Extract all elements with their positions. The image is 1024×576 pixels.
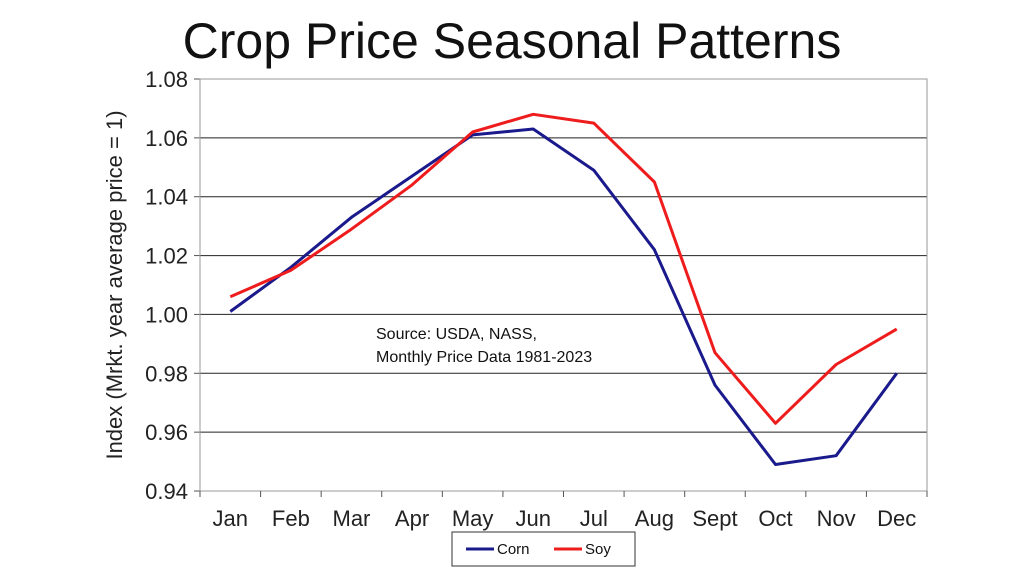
x-tick-label-dec: Dec <box>877 506 916 531</box>
gridlines <box>194 78 927 492</box>
y-tick-label: 0.98 <box>145 361 188 386</box>
x-tick-label-apr: Apr <box>395 506 429 531</box>
series-line-soy <box>229 112 898 425</box>
y-tick-label: 0.94 <box>145 479 188 504</box>
x-tick-label-jul: Jul <box>580 506 608 531</box>
x-tick-label-jun: Jun <box>515 506 550 531</box>
x-tick-labels: Jan Feb Mar Apr May Jun Jul Aug Sept Oct Nov Dec <box>213 506 917 531</box>
x-tick-marks <box>199 491 928 497</box>
y-tick-labels: 0.94 0.96 0.98 1.00 1.02 1.04 1.06 1.08 <box>145 67 188 504</box>
y-tick-label: 1.04 <box>145 185 188 210</box>
x-tick-label-may: May <box>452 506 494 531</box>
y-tick-label: 1.00 <box>145 302 188 327</box>
plot-frame <box>199 78 928 492</box>
y-tick-label: 1.02 <box>145 244 188 269</box>
series-lines <box>229 112 898 466</box>
x-tick-label-nov: Nov <box>817 506 856 531</box>
series-line-corn <box>229 127 898 466</box>
x-tick-label-oct: Oct <box>758 506 792 531</box>
y-tick-label: 1.08 <box>145 67 188 92</box>
source-annotation-line-1: Source: USDA, NASS, <box>376 326 537 343</box>
y-tick-label: 1.06 <box>145 126 188 151</box>
y-tick-label: 0.96 <box>145 420 188 445</box>
x-tick-label-mar: Mar <box>333 506 371 531</box>
y-axis-label: Index (Mrkt. year average price = 1) <box>102 110 127 459</box>
x-tick-label-feb: Feb <box>272 506 310 531</box>
source-annotation-line-2: Monthly Price Data 1981-2023 <box>376 349 592 366</box>
x-tick-label-sept: Sept <box>692 506 737 531</box>
x-tick-label-aug: Aug <box>635 506 674 531</box>
legend: Corn Soy <box>451 531 636 567</box>
x-tick-label-jan: Jan <box>213 506 248 531</box>
chart-title: Crop Price Seasonal Patterns <box>182 13 842 69</box>
legend-label-corn: Corn <box>497 541 530 558</box>
legend-label-soy: Soy <box>585 541 611 558</box>
